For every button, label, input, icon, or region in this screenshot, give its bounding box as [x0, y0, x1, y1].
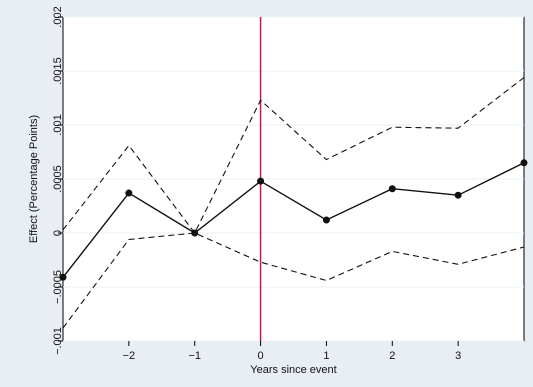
y-tick-label: .0015 — [52, 57, 64, 85]
y-tick-label: 0 — [52, 230, 64, 236]
data-point — [454, 191, 462, 199]
y-tick-label: −.0005 — [52, 270, 64, 304]
x-axis-title: Years since event — [250, 364, 336, 376]
y-tick-label: .002 — [52, 6, 64, 27]
x-tick-label: 1 — [323, 350, 329, 362]
y-tick-label: .001 — [52, 114, 64, 135]
x-tick-label: 2 — [389, 350, 395, 362]
data-point — [322, 216, 330, 224]
y-tick-label: .0005 — [52, 165, 64, 193]
data-point — [257, 177, 265, 185]
x-tick-label: 0 — [258, 350, 264, 362]
data-point — [59, 273, 67, 281]
x-tick-label: −2 — [123, 350, 136, 362]
data-point — [125, 189, 133, 197]
estimate-line — [62, 162, 525, 278]
gridlines — [63, 16, 524, 342]
data-point — [388, 185, 396, 193]
y-tick-label: −.001 — [52, 327, 64, 355]
x-tick-label: −1 — [188, 350, 201, 362]
axes-group: −.001 −.0005 0 .0005 .001 .0015 .002 −2 −1 0 1 2 3 — [52, 6, 461, 362]
confidence-bound-line — [62, 232, 525, 329]
data-point — [520, 159, 528, 167]
x-tick-label: 3 — [455, 350, 461, 362]
series-group — [59, 77, 528, 329]
confidence-bound-line — [62, 77, 525, 235]
y-axis-title: Effect (Percentage Points) — [28, 115, 40, 243]
